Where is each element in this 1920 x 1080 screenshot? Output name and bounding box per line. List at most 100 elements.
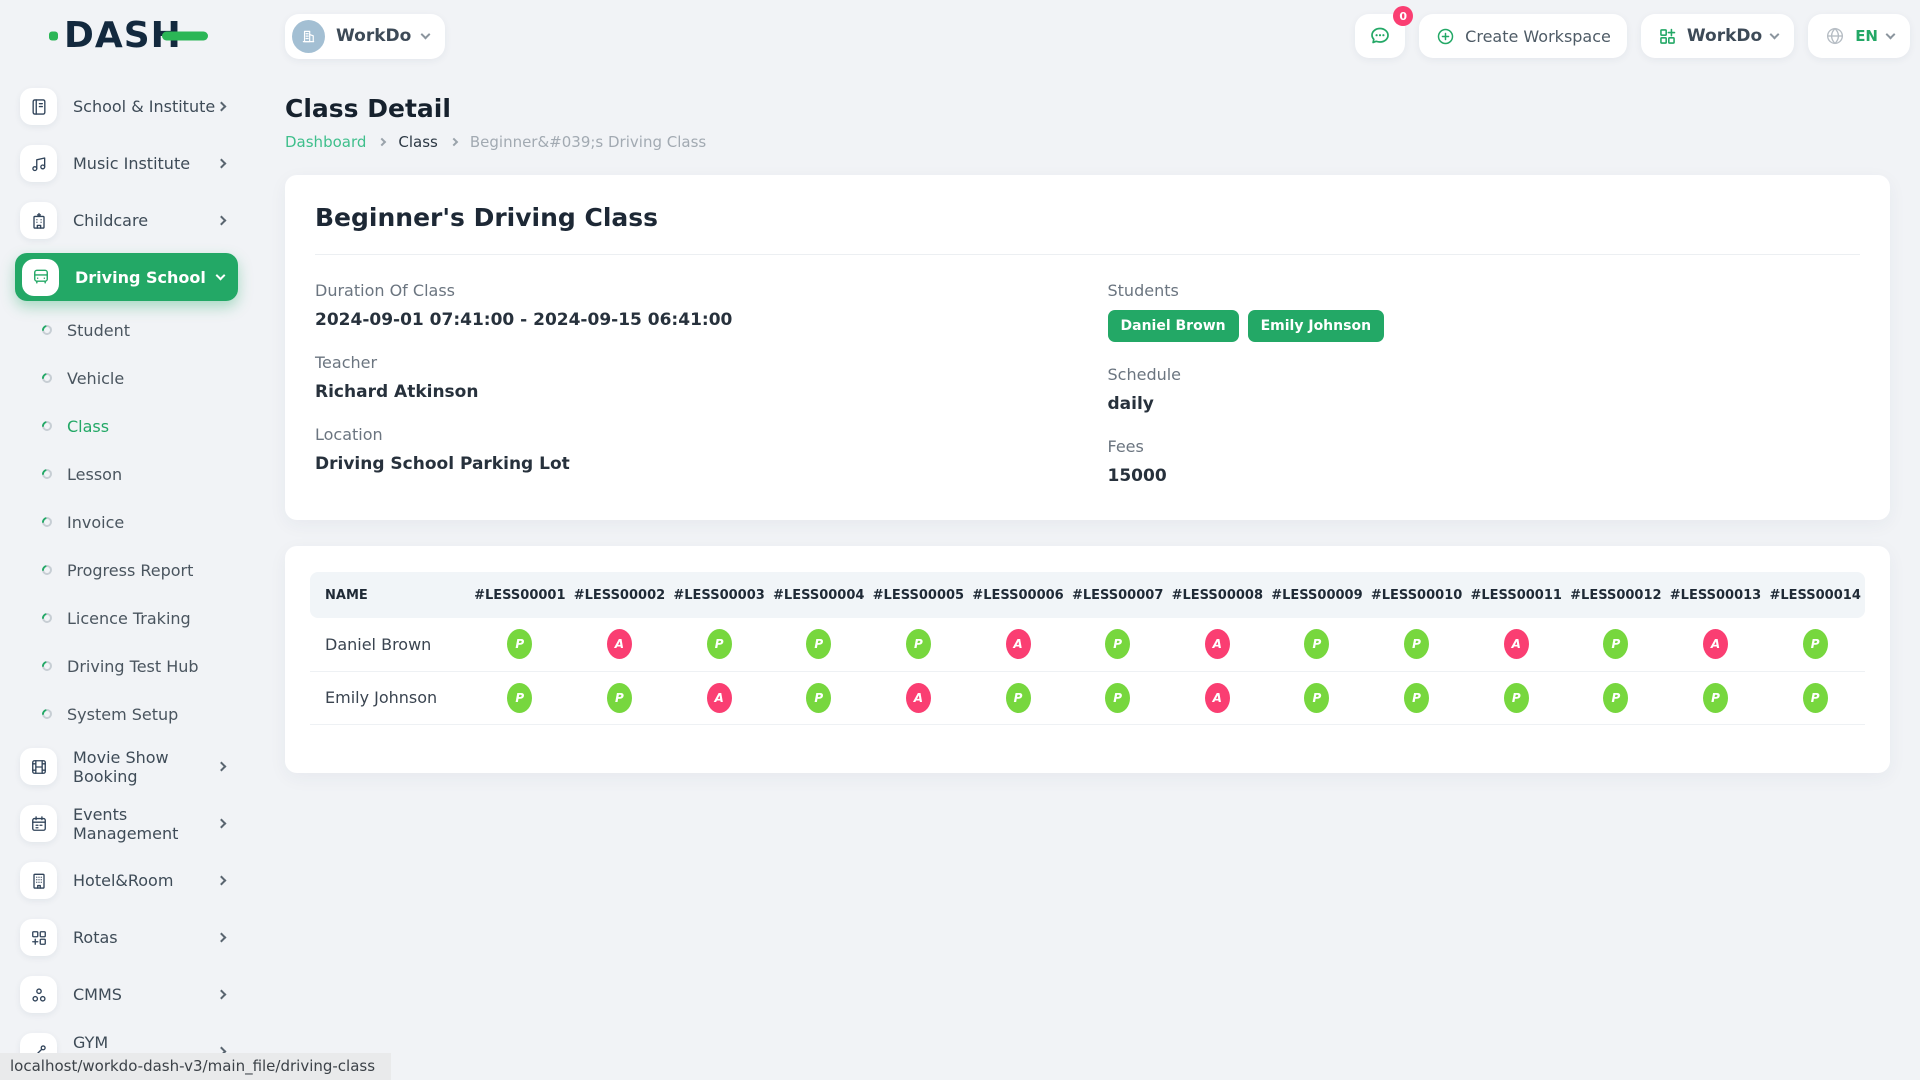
sidebar-item-childcare[interactable]: Childcare <box>0 192 255 249</box>
class-detail-card: Beginner's Driving Class Duration Of Cla… <box>285 175 1890 520</box>
schedule-label: Schedule <box>1108 365 1861 384</box>
sidebar-item-music-institute[interactable]: Music Institute <box>0 135 255 192</box>
submenu-item-label: Class <box>67 417 109 436</box>
submenu-item-invoice[interactable]: Invoice <box>0 498 255 546</box>
class-title: Beginner's Driving Class <box>315 203 1860 232</box>
lesson-column-header: #LESS00013 <box>1666 572 1766 618</box>
chevron-right-icon <box>217 159 227 169</box>
lesson-column-header: #LESS00005 <box>869 572 969 618</box>
bullet-icon <box>40 611 54 625</box>
sidebar-item-label: Driving School <box>75 268 217 287</box>
submenu-item-vehicle[interactable]: Vehicle <box>0 354 255 402</box>
chevron-right-icon <box>217 990 227 1000</box>
lesson-column-header: #LESS00009 <box>1267 572 1367 618</box>
students-field: Students Daniel Brown Emily Johnson <box>1108 281 1861 342</box>
attendance-badge: A <box>1006 629 1031 659</box>
attendance-badge: A <box>607 629 632 659</box>
messages-button[interactable]: 0 <box>1355 14 1405 58</box>
dash-logo[interactable]: DASH <box>64 18 182 54</box>
duration-field: Duration Of Class 2024-09-01 07:41:00 - … <box>315 281 1068 330</box>
attendance-badge: A <box>906 683 931 713</box>
chevron-right-icon <box>217 762 227 772</box>
location-field: Location Driving School Parking Lot <box>315 425 1068 474</box>
attendance-badge: P <box>1603 629 1628 659</box>
sidebar: School & Institute Music Institute Child… <box>0 72 255 1080</box>
header-actions: 0 Create Workspace WorkDo EN <box>1355 14 1920 58</box>
teacher-field: Teacher Richard Atkinson <box>315 353 1068 402</box>
submenu-item-label: Driving Test Hub <box>67 657 199 676</box>
students-label: Students <box>1108 281 1861 300</box>
attendance-badge: A <box>1703 629 1728 659</box>
schedule-field: Schedule daily <box>1108 365 1861 414</box>
app-switcher-button[interactable]: WorkDo <box>1641 14 1794 58</box>
fees-label: Fees <box>1108 437 1861 456</box>
attendance-badge: A <box>707 683 732 713</box>
childcare-icon <box>20 202 57 239</box>
plus-circle-icon <box>1435 26 1456 47</box>
sidebar-item-school-institute[interactable]: School & Institute <box>0 78 255 135</box>
workspace-switcher[interactable]: WorkDo <box>285 14 445 59</box>
sidebar-item-events-management[interactable]: Events Management <box>0 795 255 852</box>
lesson-column-header: #LESS00003 <box>669 572 769 618</box>
circles-icon <box>20 976 57 1013</box>
sidebar-item-label: Rotas <box>73 928 218 947</box>
submenu-item-progress-report[interactable]: Progress Report <box>0 546 255 594</box>
submenu-item-label: Invoice <box>67 513 124 532</box>
logo-dash-accent <box>162 32 208 41</box>
create-workspace-button[interactable]: Create Workspace <box>1419 14 1627 58</box>
sidebar-item-rotas[interactable]: Rotas <box>0 909 255 966</box>
chevron-right-icon <box>217 876 227 886</box>
chevron-right-icon <box>217 819 227 829</box>
lesson-column-header: #LESS00010 <box>1367 572 1467 618</box>
sidebar-item-label: Events Management <box>73 805 218 843</box>
sidebar-item-label: CMMS <box>73 985 218 1004</box>
attendance-badge: P <box>1803 629 1828 659</box>
bullet-icon <box>40 323 54 337</box>
sidebar-item-movie-show-booking[interactable]: Movie Show Booking <box>0 738 255 795</box>
sidebar-item-label: Hotel&Room <box>73 871 218 890</box>
attendance-badge: P <box>1803 683 1828 713</box>
submenu-item-driving-test-hub[interactable]: Driving Test Hub <box>0 642 255 690</box>
sidebar-item-cmms[interactable]: CMMS <box>0 966 255 1023</box>
sidebar-item-label: Music Institute <box>73 154 218 173</box>
class-detail-left-column: Duration Of Class 2024-09-01 07:41:00 - … <box>315 281 1068 486</box>
fees-value: 15000 <box>1108 466 1861 486</box>
lesson-column-header: #LESS00004 <box>769 572 869 618</box>
table-header-row: NAME #LESS00001 #LESS00002 #LESS00003 #L… <box>310 572 1865 618</box>
name-column-header: NAME <box>310 572 470 618</box>
breadcrumb-dashboard-link[interactable]: Dashboard <box>285 133 366 151</box>
attendance-badge: P <box>1703 683 1728 713</box>
student-name-cell: Emily Johnson <box>310 671 470 724</box>
breadcrumb-current: Beginner&#039;s Driving Class <box>470 133 706 151</box>
table-row: Emily Johnson P P A P A P P A P P P P P … <box>310 671 1865 724</box>
attendance-badge: P <box>806 683 831 713</box>
student-badge[interactable]: Emily Johnson <box>1248 310 1384 342</box>
grid-plus-icon <box>20 919 57 956</box>
attendance-badge: P <box>507 629 532 659</box>
sidebar-item-driving-school[interactable]: Driving School <box>15 253 238 301</box>
attendance-badge: P <box>1404 629 1429 659</box>
submenu-item-system-setup[interactable]: System Setup <box>0 690 255 738</box>
sidebar-item-hotel-room[interactable]: Hotel&Room <box>0 852 255 909</box>
submenu-item-label: Vehicle <box>67 369 124 388</box>
submenu-item-label: Progress Report <box>67 561 193 580</box>
breadcrumb-class-link[interactable]: Class <box>398 133 437 151</box>
student-badge[interactable]: Daniel Brown <box>1108 310 1239 342</box>
language-selector[interactable]: EN <box>1808 14 1910 58</box>
lesson-column-header: #LESS00006 <box>968 572 1068 618</box>
submenu-item-label: System Setup <box>67 705 178 724</box>
submenu-item-class[interactable]: Class <box>0 402 255 450</box>
lesson-column-header: #LESS00007 <box>1068 572 1168 618</box>
globe-icon <box>1824 25 1846 47</box>
school-icon <box>20 88 57 125</box>
attendance-badge: P <box>1105 629 1130 659</box>
submenu-item-student[interactable]: Student <box>0 306 255 354</box>
lesson-column-header: #LESS00014 <box>1765 572 1865 618</box>
submenu-item-licence-traking[interactable]: Licence Traking <box>0 594 255 642</box>
submenu-item-label: Student <box>67 321 130 340</box>
submenu-item-lesson[interactable]: Lesson <box>0 450 255 498</box>
browser-status-bar: localhost/workdo-dash-v3/main_file/drivi… <box>0 1053 391 1080</box>
bullet-icon <box>40 371 54 385</box>
top-header: DASH WorkDo 0 Create Workspace <box>0 0 1920 72</box>
chevron-right-icon <box>217 102 227 112</box>
